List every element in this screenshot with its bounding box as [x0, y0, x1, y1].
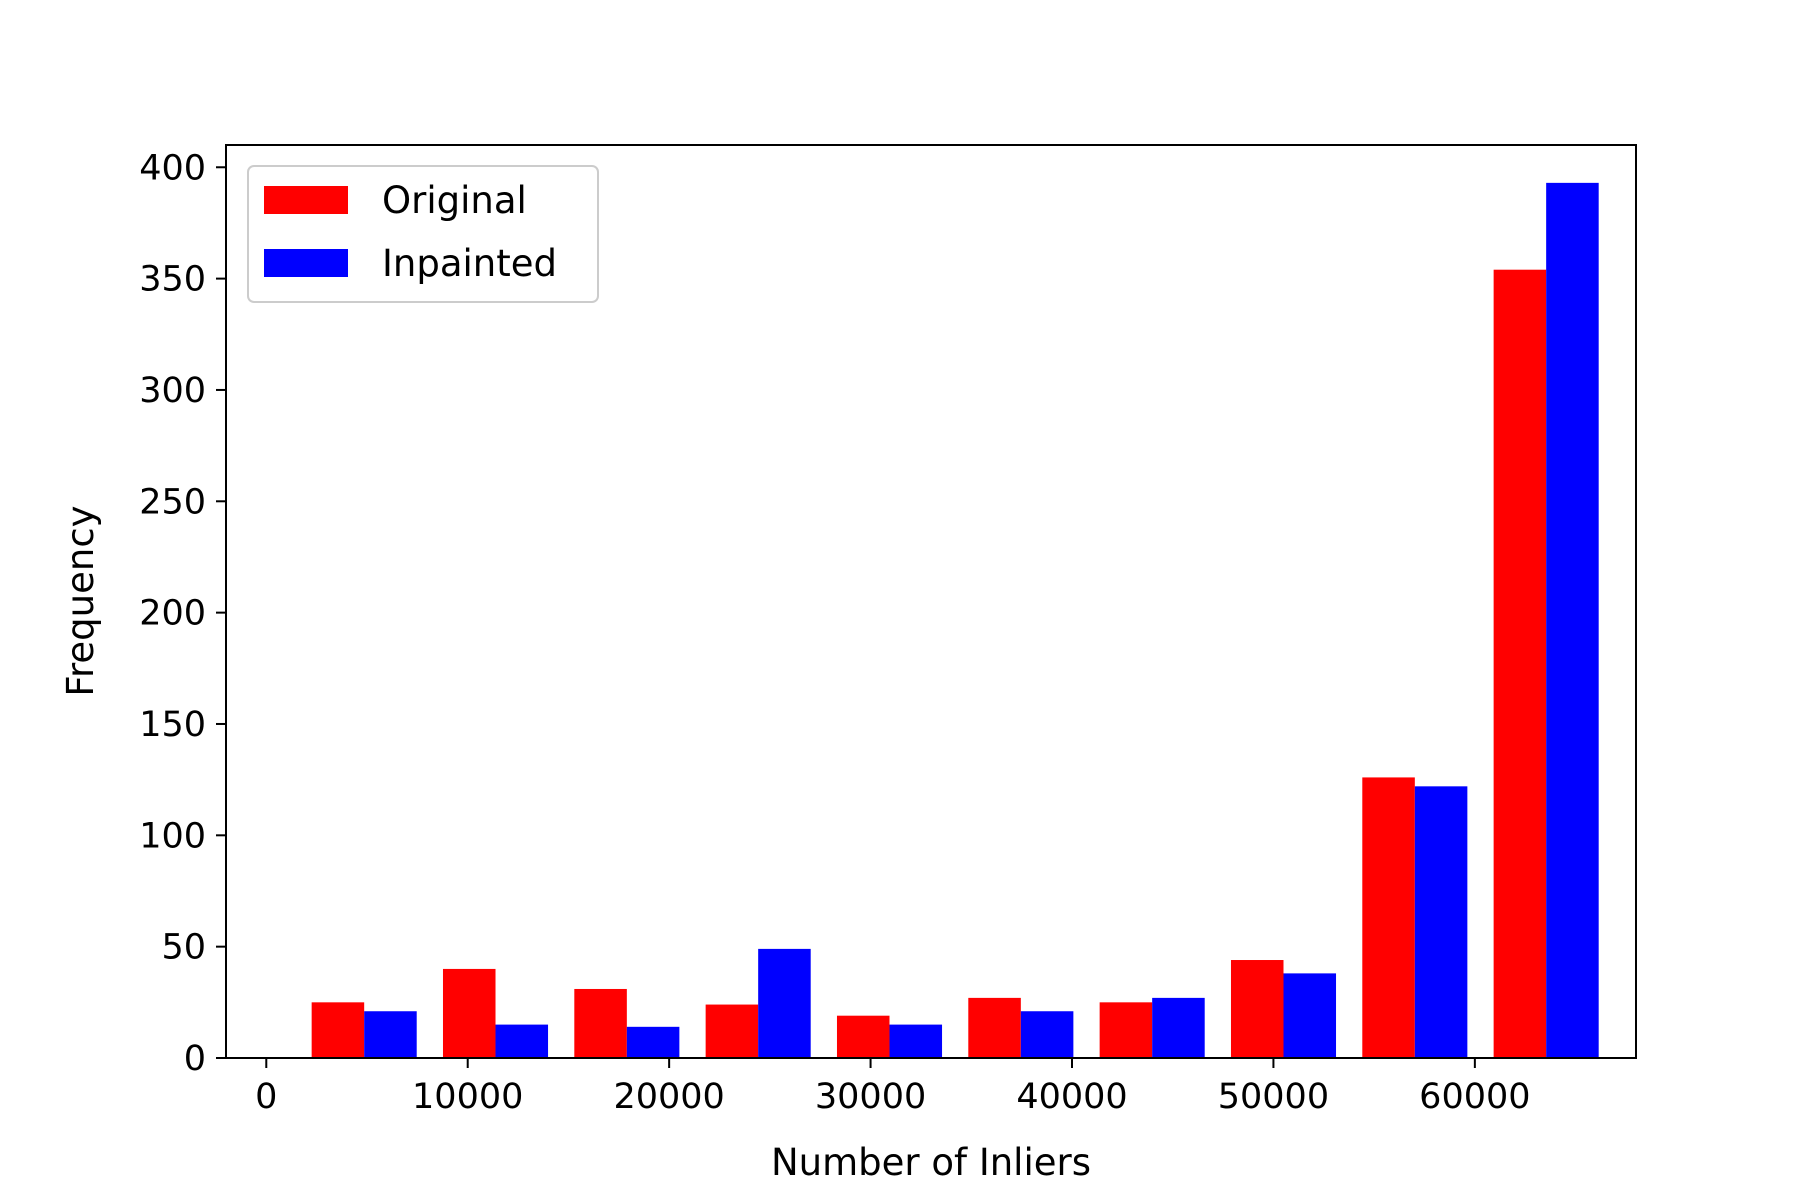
y-tick-label-4: 200	[139, 594, 206, 634]
y-tick-label-0: 0	[184, 1039, 206, 1079]
legend-swatch-original	[264, 186, 348, 214]
bar-original-0	[311, 1002, 365, 1058]
x-tick-label-5: 50000	[1218, 1077, 1329, 1117]
y-tick-label-7: 350	[139, 260, 206, 300]
legend: Original Inpainted	[247, 165, 599, 303]
x-axis: 0 10000 20000 30000 40000 50000 60000	[255, 1058, 1531, 1117]
bar-original-7	[1230, 960, 1284, 1058]
bar-inpainted-5	[1020, 1011, 1074, 1058]
bar-inpainted-6	[1152, 997, 1205, 1058]
bar-original-5	[968, 997, 1021, 1058]
x-tick-label-3: 30000	[815, 1077, 926, 1117]
y-axis-label: Frequency	[59, 505, 102, 696]
bar-original-2	[574, 988, 627, 1058]
y-tick-label-2: 100	[139, 816, 206, 856]
y-tick-label-8: 400	[139, 148, 206, 188]
legend-swatch-inpainted	[264, 249, 348, 277]
bar-inpainted-8	[1414, 786, 1468, 1058]
x-tick-label-1: 10000	[412, 1077, 523, 1117]
bar-inpainted-0	[364, 1011, 417, 1058]
bar-inpainted-3	[758, 948, 811, 1058]
bar-inpainted-4	[889, 1024, 943, 1058]
bar-original-9	[1493, 269, 1547, 1058]
bar-inpainted-7	[1283, 973, 1337, 1058]
y-tick-label-5: 250	[139, 482, 206, 522]
bar-inpainted-1	[495, 1024, 549, 1058]
bar-inpainted-2	[626, 1026, 680, 1058]
y-tick-label-6: 300	[139, 371, 206, 411]
bar-original-1	[442, 968, 496, 1058]
x-tick-label-6: 60000	[1419, 1077, 1530, 1117]
y-axis: 0 50 100 150 200 250 300 350 400	[139, 148, 226, 1079]
bar-original-6	[1099, 1002, 1153, 1058]
x-tick-label-0: 0	[255, 1077, 277, 1117]
bar-original-4	[836, 1015, 890, 1058]
legend-label-inpainted: Inpainted	[382, 242, 557, 285]
legend-label-original: Original	[382, 179, 527, 222]
x-tick-label-2: 20000	[613, 1077, 724, 1117]
bar-original-8	[1362, 777, 1415, 1058]
x-tick-label-4: 40000	[1016, 1077, 1127, 1117]
y-tick-label-1: 50	[161, 928, 206, 968]
x-axis-label: Number of Inliers	[771, 1141, 1091, 1184]
bars-group	[311, 182, 1599, 1059]
plot-frame	[225, 144, 1637, 1059]
y-tick-label-3: 150	[139, 705, 206, 745]
bar-inpainted-9	[1546, 182, 1599, 1059]
bar-original-3	[705, 1004, 759, 1058]
